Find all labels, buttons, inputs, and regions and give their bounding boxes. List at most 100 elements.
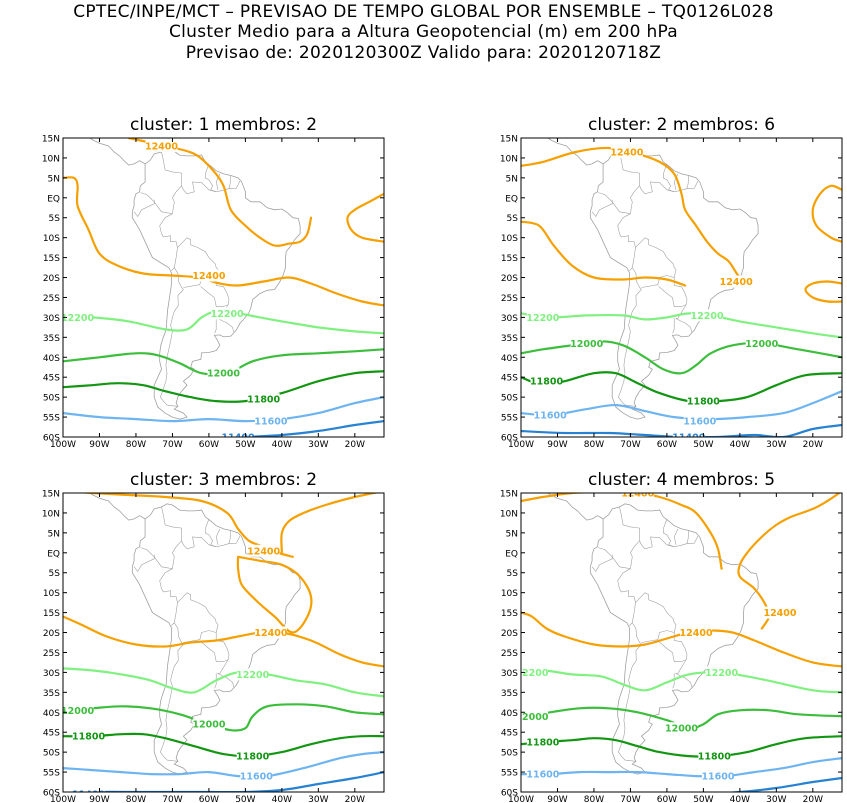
contour-11800 xyxy=(521,735,842,758)
contour-label: 12000 xyxy=(515,712,548,723)
contour-label-bg xyxy=(247,393,280,406)
contour-label-bg xyxy=(72,730,105,743)
contour-label: 12200 xyxy=(691,311,724,322)
contour-label: 11400 xyxy=(72,789,105,800)
contour-12400 xyxy=(127,138,313,247)
contour-label: 12200 xyxy=(705,668,738,679)
lon-label: 70W xyxy=(162,440,182,450)
contour-12400 xyxy=(521,146,752,283)
lat-label: 35S xyxy=(501,689,518,699)
map-panel-1: cluster: 1 membros: 2 12400 12400 12200 1220… xyxy=(42,115,385,450)
contour-12400 xyxy=(346,192,384,243)
coastline-central_america_north xyxy=(106,467,125,491)
country-border xyxy=(686,175,690,189)
lon-label: 50W xyxy=(235,440,255,450)
lon-label: 50W xyxy=(693,795,713,803)
contour-label-bg xyxy=(683,415,716,428)
lat-label: 25S xyxy=(501,294,518,304)
contour-11400 xyxy=(77,771,384,792)
map-frame xyxy=(62,137,385,438)
coastline-central_america xyxy=(547,493,604,521)
coastline-central_america xyxy=(89,493,146,521)
panel-title: cluster: 2 membros: 6 xyxy=(588,115,775,135)
lat-label: 15N xyxy=(42,490,60,500)
contour-label: 12200 xyxy=(526,313,559,324)
lat-label: 15N xyxy=(500,490,518,500)
contour-12000 xyxy=(63,703,384,732)
country-border xyxy=(635,237,677,288)
lat-label: 20S xyxy=(43,629,60,639)
lat-label: EQ xyxy=(47,194,60,204)
lat-label: 35S xyxy=(43,334,60,344)
lon-label: 80W xyxy=(126,795,146,803)
contour-label: 12200 xyxy=(515,668,548,679)
lat-label: 20S xyxy=(501,274,518,284)
country-border xyxy=(663,518,675,548)
map-frame xyxy=(520,492,843,793)
contour-label-bg xyxy=(211,307,244,320)
lat-label: 60S xyxy=(501,434,518,444)
country-border xyxy=(675,304,692,333)
lon-label: 40W xyxy=(730,440,750,450)
lat-label: 45S xyxy=(501,374,518,384)
contour-label-bg xyxy=(672,431,705,437)
lon-label: 60W xyxy=(199,440,219,450)
lon-label: 50W xyxy=(693,440,713,450)
country-border xyxy=(200,632,230,662)
lat-label: 10N xyxy=(42,509,60,519)
country-border xyxy=(205,518,217,548)
country-border xyxy=(618,267,642,407)
lon-label: 20W xyxy=(803,440,823,450)
country-border xyxy=(217,659,234,688)
lat-label: 30S xyxy=(43,314,60,324)
contour-label-bg xyxy=(63,704,94,717)
contour-11600 xyxy=(63,396,384,423)
lat-label: 5N xyxy=(48,174,60,184)
country-border xyxy=(181,180,241,195)
lon-label: 30W xyxy=(308,440,328,450)
country-border xyxy=(215,528,221,545)
contour-label-bg xyxy=(705,666,738,679)
lon-label: 100W xyxy=(50,440,76,450)
lon-label: 100W xyxy=(508,440,534,450)
lat-label: 5N xyxy=(506,174,518,184)
country-border xyxy=(159,568,178,627)
panel-title: cluster: 3 membros: 2 xyxy=(130,470,317,490)
contour-label: 12000 xyxy=(665,724,698,735)
contour-12400 xyxy=(63,615,384,668)
lat-label: 40S xyxy=(501,709,518,719)
contour-label: 11400 xyxy=(672,433,705,444)
country-border xyxy=(639,180,699,195)
contour-label: 12000 xyxy=(570,339,603,350)
contour-label: 11800 xyxy=(236,752,269,763)
lon-label: 70W xyxy=(162,795,182,803)
contour-label: 11800 xyxy=(72,732,105,743)
coastline xyxy=(547,493,759,775)
contour-label-bg xyxy=(247,544,280,557)
lat-label: 10N xyxy=(500,154,518,164)
contour-label-bg xyxy=(254,415,287,428)
contour-label: 11600 xyxy=(254,417,287,428)
contour-label: 11600 xyxy=(534,411,567,422)
contour-label: 12200 xyxy=(61,313,94,324)
country-border xyxy=(673,528,679,545)
lon-label: 90W xyxy=(89,795,109,803)
contour-label: 12000 xyxy=(192,720,225,731)
contour-label: 12400 xyxy=(763,608,796,619)
country-border xyxy=(635,592,677,643)
lon-label: 90W xyxy=(89,440,109,450)
coastline-central_america_north xyxy=(564,112,583,136)
lon-label: 20W xyxy=(803,795,823,803)
lon-label: 30W xyxy=(766,440,786,450)
contour-label-bg xyxy=(665,722,698,735)
lat-label: EQ xyxy=(505,549,518,559)
lat-label: 55S xyxy=(501,769,518,779)
lon-label: 100W xyxy=(508,795,534,803)
country-border xyxy=(591,554,613,573)
lon-label: 20W xyxy=(345,795,365,803)
lat-label: 60S xyxy=(501,789,518,799)
lat-label: EQ xyxy=(47,549,60,559)
map-frame xyxy=(62,492,385,793)
contour-label-bg xyxy=(680,626,713,639)
contour-label: 11600 xyxy=(701,772,734,783)
